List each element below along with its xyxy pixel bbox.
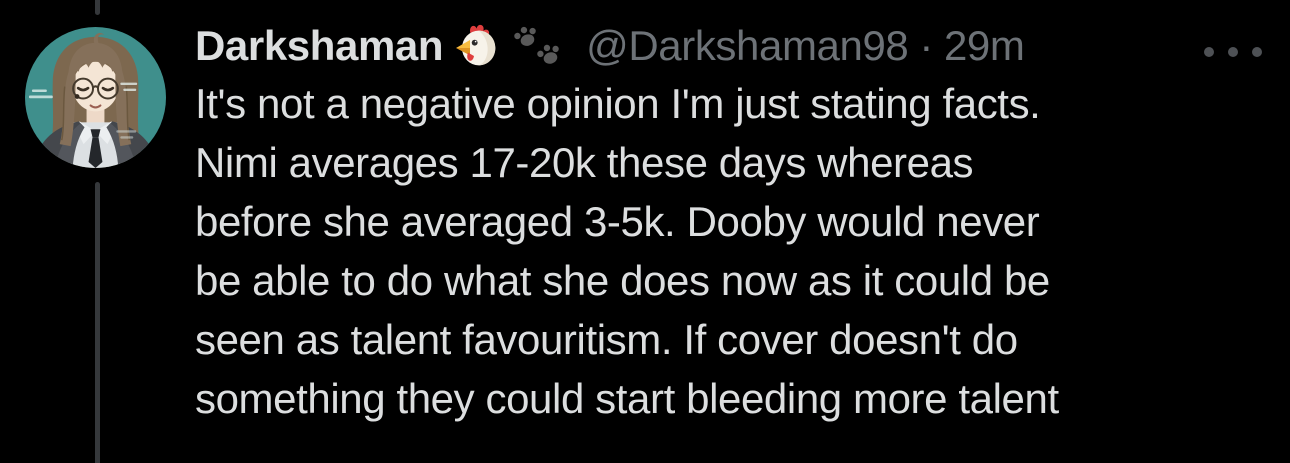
user-handle[interactable]: @Darkshaman98	[586, 22, 909, 69]
tweet-text-line: It's not a negative opinion I'm just sta…	[195, 80, 1041, 127]
separator-dot: ·	[919, 22, 933, 69]
thread-line-top	[95, 0, 100, 15]
more-dot	[1252, 47, 1262, 57]
display-name[interactable]: Darkshaman	[195, 22, 444, 69]
avatar[interactable]	[25, 27, 166, 168]
tweet-text-line: something they could start bleeding more…	[195, 375, 1059, 422]
tweet-text-line: Nimi averages 17-20k these days whereas	[195, 139, 974, 186]
tweet-text-line: before she averaged 3-5k. Dooby would ne…	[195, 198, 1040, 245]
more-menu-icon[interactable]	[1202, 45, 1264, 59]
avatar-illustration	[25, 27, 166, 168]
more-dot	[1228, 47, 1238, 57]
more-dot	[1204, 47, 1214, 57]
paw-prints-emoji	[512, 23, 564, 69]
chicken-emoji	[452, 22, 500, 70]
tweet-text: It's not a negative opinion I'm just sta…	[195, 74, 1273, 428]
handle-group: @Darkshaman98 · 29m	[586, 22, 1025, 70]
thread-line-bottom	[95, 182, 100, 463]
tweet-text-line: seen as talent favouritism. If cover doe…	[195, 316, 1018, 363]
tweet-text-line: be able to do what she does now as it co…	[195, 257, 1050, 304]
tweet-header: Darkshaman	[195, 16, 1195, 76]
timestamp[interactable]: 29m	[943, 22, 1025, 69]
